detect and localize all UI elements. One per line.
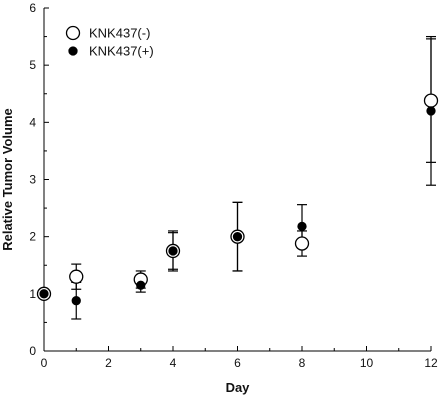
- y-tick-label: 5: [29, 58, 36, 72]
- y-axis-label: Relative Tumor Volume: [0, 108, 15, 251]
- open-marker: [294, 236, 310, 251]
- x-tick-label: 4: [170, 356, 177, 370]
- y-tick-label: 4: [29, 115, 36, 129]
- x-tick-label: 0: [41, 356, 48, 370]
- y-tick-label: 6: [29, 1, 36, 15]
- legend-label: KNK437(+): [89, 44, 154, 59]
- x-tick-label: 6: [234, 356, 241, 370]
- x-tick-label: 8: [299, 356, 306, 370]
- y-tick-label: 2: [29, 230, 36, 244]
- x-tick-label: 2: [105, 356, 112, 370]
- legend-label: KNK437(-): [89, 26, 150, 41]
- legend-marker: [65, 25, 81, 41]
- filled-marker: [297, 221, 307, 232]
- open-marker: [69, 269, 84, 284]
- filled-marker: [136, 280, 146, 290]
- x-axis-label: Day: [226, 380, 251, 395]
- filled-marker: [71, 296, 81, 306]
- y-tick-label: 0: [29, 344, 36, 358]
- filled-marker: [232, 232, 243, 242]
- legend: KNK437(-) KNK437(+): [65, 25, 154, 59]
- filled-marker: [168, 246, 178, 256]
- y-tick-label: 1: [29, 287, 36, 301]
- data-points: [36, 93, 439, 306]
- filled-marker: [39, 289, 49, 299]
- filled-marker: [426, 106, 436, 116]
- y-tick-label: 3: [29, 173, 36, 187]
- x-tick-label: 12: [424, 356, 438, 370]
- legend-marker: [68, 46, 78, 56]
- error-bars: [71, 35, 436, 320]
- open-marker: [423, 93, 439, 108]
- x-tick-label: 10: [360, 356, 374, 370]
